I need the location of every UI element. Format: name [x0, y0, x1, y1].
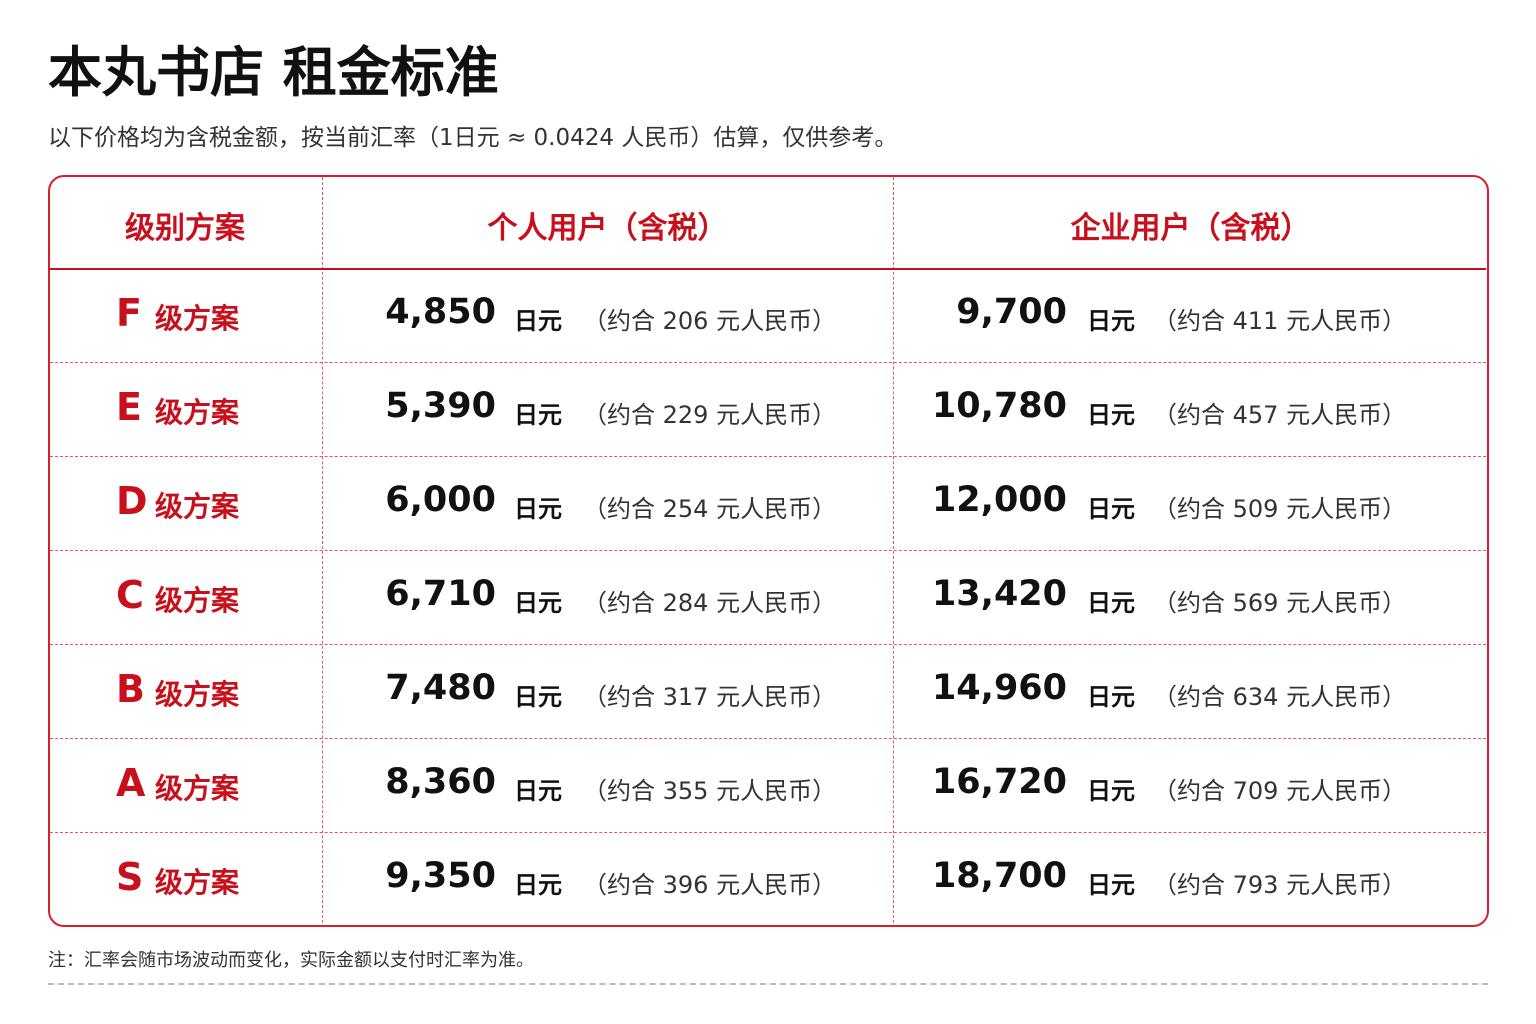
column-header: 个人用户（含税）	[487, 211, 728, 246]
footer-divider	[48, 983, 1488, 985]
cny-note: （约合 206 元人民币）	[583, 307, 837, 335]
amount: 6,000	[385, 480, 496, 520]
row-divider	[50, 362, 1486, 363]
footer-note: 注：汇率会随市场波动而变化，实际金额以支付时汇率为准。	[48, 950, 534, 971]
amount: 14,960	[931, 668, 1067, 708]
cny-note: （约合 396 元人民币）	[583, 871, 837, 899]
row-divider	[50, 550, 1486, 551]
currency-unit: 日元	[1087, 589, 1135, 617]
level-plan: 级方案	[155, 866, 240, 899]
level-letter: F	[116, 291, 142, 335]
currency-unit: 日元	[514, 871, 562, 899]
amount: 9,350	[385, 856, 496, 896]
level-plan: 级方案	[155, 584, 240, 617]
cny-note: （约合 411 元人民币）	[1153, 307, 1407, 335]
amount: 10,780	[931, 386, 1067, 426]
amount: 5,390	[385, 386, 496, 426]
column-header: 级别方案	[125, 211, 245, 246]
cny-note: （约合 793 元人民币）	[1153, 871, 1407, 899]
subtitle: 以下价格均为含税金额，按当前汇率（1日元 ≈ 0.0424 人民币）估算，仅供参…	[48, 125, 898, 151]
cny-note: （约合 709 元人民币）	[1153, 777, 1407, 805]
row-divider	[50, 644, 1486, 645]
amount: 9,700	[956, 292, 1067, 332]
cny-note: （约合 509 元人民币）	[1153, 495, 1407, 523]
cny-note: （约合 317 元人民币）	[583, 683, 837, 711]
currency-unit: 日元	[1087, 495, 1135, 523]
amount: 6,710	[385, 574, 496, 614]
currency-unit: 日元	[514, 307, 562, 335]
amount: 13,420	[931, 574, 1067, 614]
level-letter: B	[116, 667, 145, 711]
currency-unit: 日元	[514, 683, 562, 711]
level-plan: 级方案	[155, 772, 240, 805]
amount: 7,480	[385, 668, 496, 708]
table-border	[48, 175, 1489, 927]
cny-note: （约合 634 元人民币）	[1153, 683, 1407, 711]
cny-note: （约合 355 元人民币）	[583, 777, 837, 805]
level-letter: S	[116, 855, 144, 899]
cny-note: （约合 569 元人民币）	[1153, 589, 1407, 617]
level-plan: 级方案	[155, 302, 240, 335]
currency-unit: 日元	[1087, 871, 1135, 899]
currency-unit: 日元	[514, 401, 562, 429]
amount: 8,360	[385, 762, 496, 802]
level-plan: 级方案	[155, 678, 240, 711]
currency-unit: 日元	[514, 589, 562, 617]
level-letter: A	[116, 761, 146, 805]
level-plan: 级方案	[155, 396, 240, 429]
cny-note: （约合 254 元人民币）	[583, 495, 837, 523]
currency-unit: 日元	[1087, 777, 1135, 805]
level-plan: 级方案	[155, 490, 240, 523]
amount: 18,700	[931, 856, 1067, 896]
level-letter: C	[116, 573, 144, 617]
row-divider	[50, 832, 1486, 833]
title: 本丸书店 租金标准	[48, 41, 499, 104]
level-letter: E	[116, 385, 142, 429]
cny-note: （约合 457 元人民币）	[1153, 401, 1407, 429]
row-divider	[50, 738, 1486, 739]
cny-note: （约合 284 元人民币）	[583, 589, 837, 617]
column-header: 企业用户（含税）	[1070, 211, 1311, 246]
currency-unit: 日元	[514, 495, 562, 523]
amount: 16,720	[931, 762, 1067, 802]
currency-unit: 日元	[1087, 401, 1135, 429]
amount: 4,850	[385, 292, 496, 332]
level-letter: D	[116, 479, 148, 523]
currency-unit: 日元	[1087, 683, 1135, 711]
currency-unit: 日元	[514, 777, 562, 805]
header-divider	[50, 268, 1486, 270]
amount: 12,000	[931, 480, 1067, 520]
row-divider	[50, 456, 1486, 457]
currency-unit: 日元	[1087, 307, 1135, 335]
cny-note: （约合 229 元人民币）	[583, 401, 837, 429]
